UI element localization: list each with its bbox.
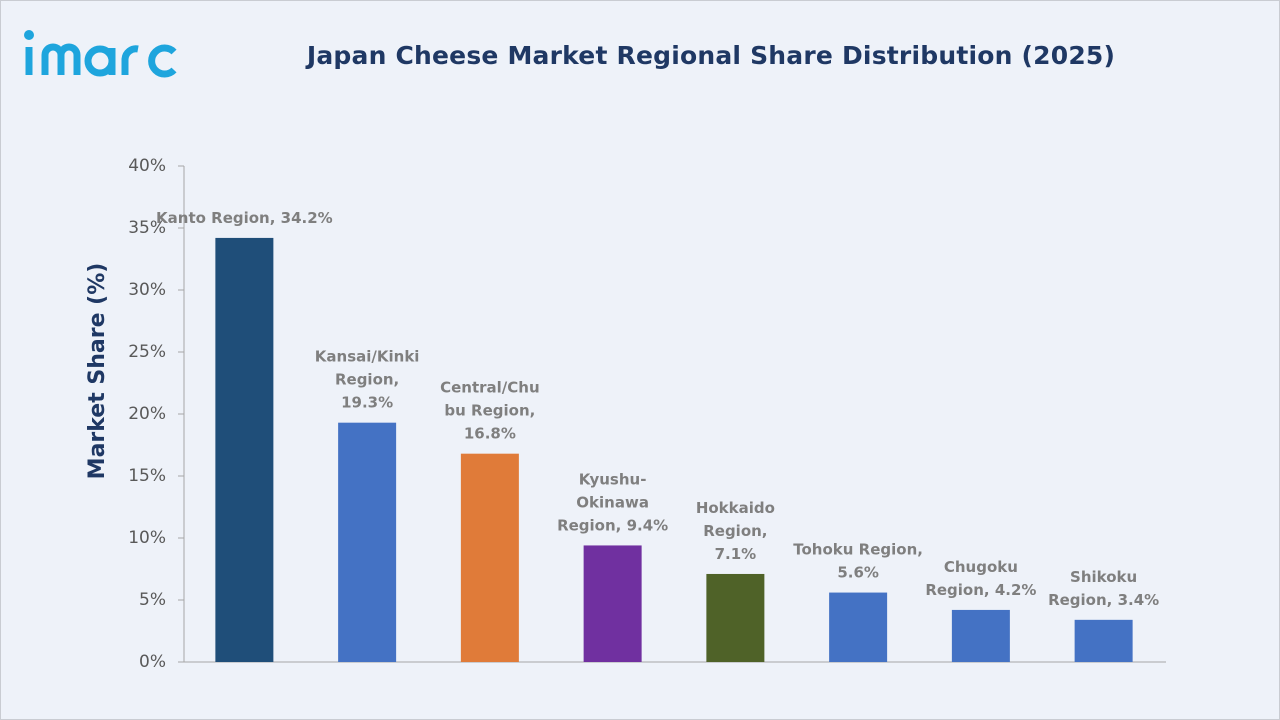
data-label-line: 19.3%	[341, 394, 393, 412]
data-label-1: Kanto Region, 34.2%	[156, 209, 333, 227]
bar-7	[951, 609, 1010, 662]
bar-2	[338, 422, 397, 662]
y-tick-label: 40%	[128, 156, 166, 176]
data-label-line: 16.8%	[464, 425, 516, 443]
y-tick-label: 35%	[128, 218, 166, 238]
data-label-line: 5.6%	[837, 564, 879, 582]
data-label-line: Kanto Region, 34.2%	[156, 209, 333, 227]
data-label-line: Region, 9.4%	[557, 516, 668, 534]
bar-5	[706, 573, 765, 662]
logo-stroke-c	[148, 44, 177, 78]
data-label-line: Kyushu-	[579, 470, 647, 488]
logo-stroke-r	[121, 45, 139, 75]
data-labels-group: Kanto Region, 34.2% Kansai/Kinki Region, 19…	[156, 209, 1159, 609]
y-tick-label: 5%	[139, 590, 166, 610]
y-axis-title: Market Share (%)	[85, 263, 110, 480]
data-label-line: Kansai/Kinki	[315, 348, 420, 366]
data-label-line: bu Region,	[444, 402, 535, 420]
imarc-logo: imarc	[24, 30, 177, 78]
data-label-6: Tohoku Region, 5.6%	[793, 541, 923, 582]
data-label-5: Hokkaido Region, 7.1%	[696, 499, 775, 563]
data-label-line: 7.1%	[715, 545, 757, 563]
data-label-line: Region,	[335, 371, 399, 389]
data-label-line: Tohoku Region,	[793, 541, 923, 559]
bar-1	[215, 237, 274, 663]
y-tick-label: 10%	[128, 528, 166, 548]
data-label-line: Okinawa	[576, 493, 649, 511]
data-label-7: Chugoku Region, 4.2%	[925, 558, 1036, 599]
data-label-2: Kansai/Kinki Region, 19.3%	[315, 348, 420, 412]
bar-8	[1074, 619, 1133, 662]
bar-6	[829, 592, 888, 662]
data-label-line: Shikoku	[1070, 568, 1137, 586]
chart-title: Japan Cheese Market Regional Share Distr…	[306, 41, 1116, 70]
y-axis: 0% 5% 10% 15% 20% 25% 30% 35% 40%	[128, 156, 185, 672]
bar-3	[460, 453, 519, 662]
y-tick-label: 15%	[128, 466, 166, 486]
y-tick-label: 0%	[139, 652, 166, 672]
bars-group	[215, 237, 1133, 663]
data-label-line: Region, 3.4%	[1048, 591, 1159, 609]
y-tick-label: 25%	[128, 342, 166, 362]
logo-stroke-m	[41, 43, 81, 75]
data-label-3: Central/Chu bu Region, 16.8%	[440, 379, 540, 443]
data-label-line: Region,	[703, 522, 767, 540]
data-label-line: Chugoku	[944, 558, 1018, 576]
y-tick-label: 30%	[128, 280, 166, 300]
data-label-line: Region, 4.2%	[925, 581, 1036, 599]
data-label-line: Hokkaido	[696, 499, 775, 517]
bar-4	[583, 545, 642, 662]
data-label-4: Kyushu- Okinawa Region, 9.4%	[557, 470, 668, 534]
y-tick-label: 20%	[128, 404, 166, 424]
data-label-line: Central/Chu	[440, 379, 540, 397]
logo-dot	[24, 30, 34, 40]
data-label-8: Shikoku Region, 3.4%	[1048, 568, 1159, 609]
